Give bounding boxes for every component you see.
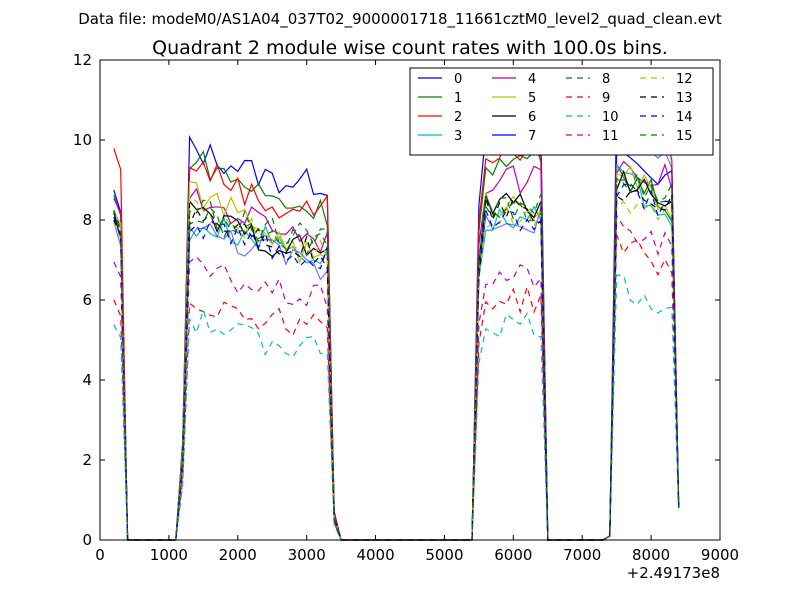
- x-tick-label: 6000: [494, 546, 532, 564]
- legend-label-1: 1: [454, 91, 462, 106]
- y-tick-label: 12: [73, 51, 92, 69]
- legend-label-9: 9: [602, 91, 610, 106]
- x-tick-label: 2000: [219, 546, 257, 564]
- y-tick-label: 8: [82, 211, 92, 229]
- legend-frame: [409, 67, 714, 156]
- y-tick-label: 4: [82, 371, 92, 389]
- y-tick-label: 2: [82, 451, 92, 469]
- x-tick-label: 8000: [632, 546, 670, 564]
- x-tick-label: 0: [95, 546, 105, 564]
- legend-label-11: 11: [602, 129, 619, 144]
- x-tick-label: 4000: [356, 546, 394, 564]
- chart-title: Quadrant 2 module wise count rates with …: [152, 37, 668, 59]
- legend-label-7: 7: [528, 129, 536, 144]
- legend-label-12: 12: [676, 72, 693, 87]
- y-tick-label: 6: [82, 291, 92, 309]
- legend-label-6: 6: [528, 110, 536, 125]
- legend-label-2: 2: [454, 110, 462, 125]
- legend-label-15: 15: [676, 129, 693, 144]
- legend-label-14: 14: [676, 110, 693, 125]
- x-tick-label: 9000: [701, 546, 739, 564]
- x-offset-label: +2.49173e8: [627, 564, 720, 582]
- ticks-layer: 0 1000 2000 3000 4000 5000 6000 7000 8000 9000 0 2 4…: [73, 51, 739, 564]
- legend-label-10: 10: [602, 110, 619, 125]
- x-tick-label: 1000: [150, 546, 188, 564]
- legend-label-0: 0: [454, 72, 462, 87]
- chart-suptitle: Data file: modeM0/AS1A04_037T02_90000017…: [78, 10, 722, 29]
- x-tick-label: 5000: [425, 546, 463, 564]
- x-tick-label: 3000: [288, 546, 326, 564]
- legend-label-13: 13: [676, 91, 693, 106]
- legend-label-8: 8: [602, 72, 610, 87]
- y-tick-label: 10: [73, 131, 92, 149]
- legend-label-5: 5: [528, 91, 536, 106]
- legend-label-3: 3: [454, 129, 462, 144]
- y-tick-label: 0: [82, 531, 92, 549]
- legend-label-4: 4: [528, 72, 536, 87]
- x-tick-label: 7000: [563, 546, 601, 564]
